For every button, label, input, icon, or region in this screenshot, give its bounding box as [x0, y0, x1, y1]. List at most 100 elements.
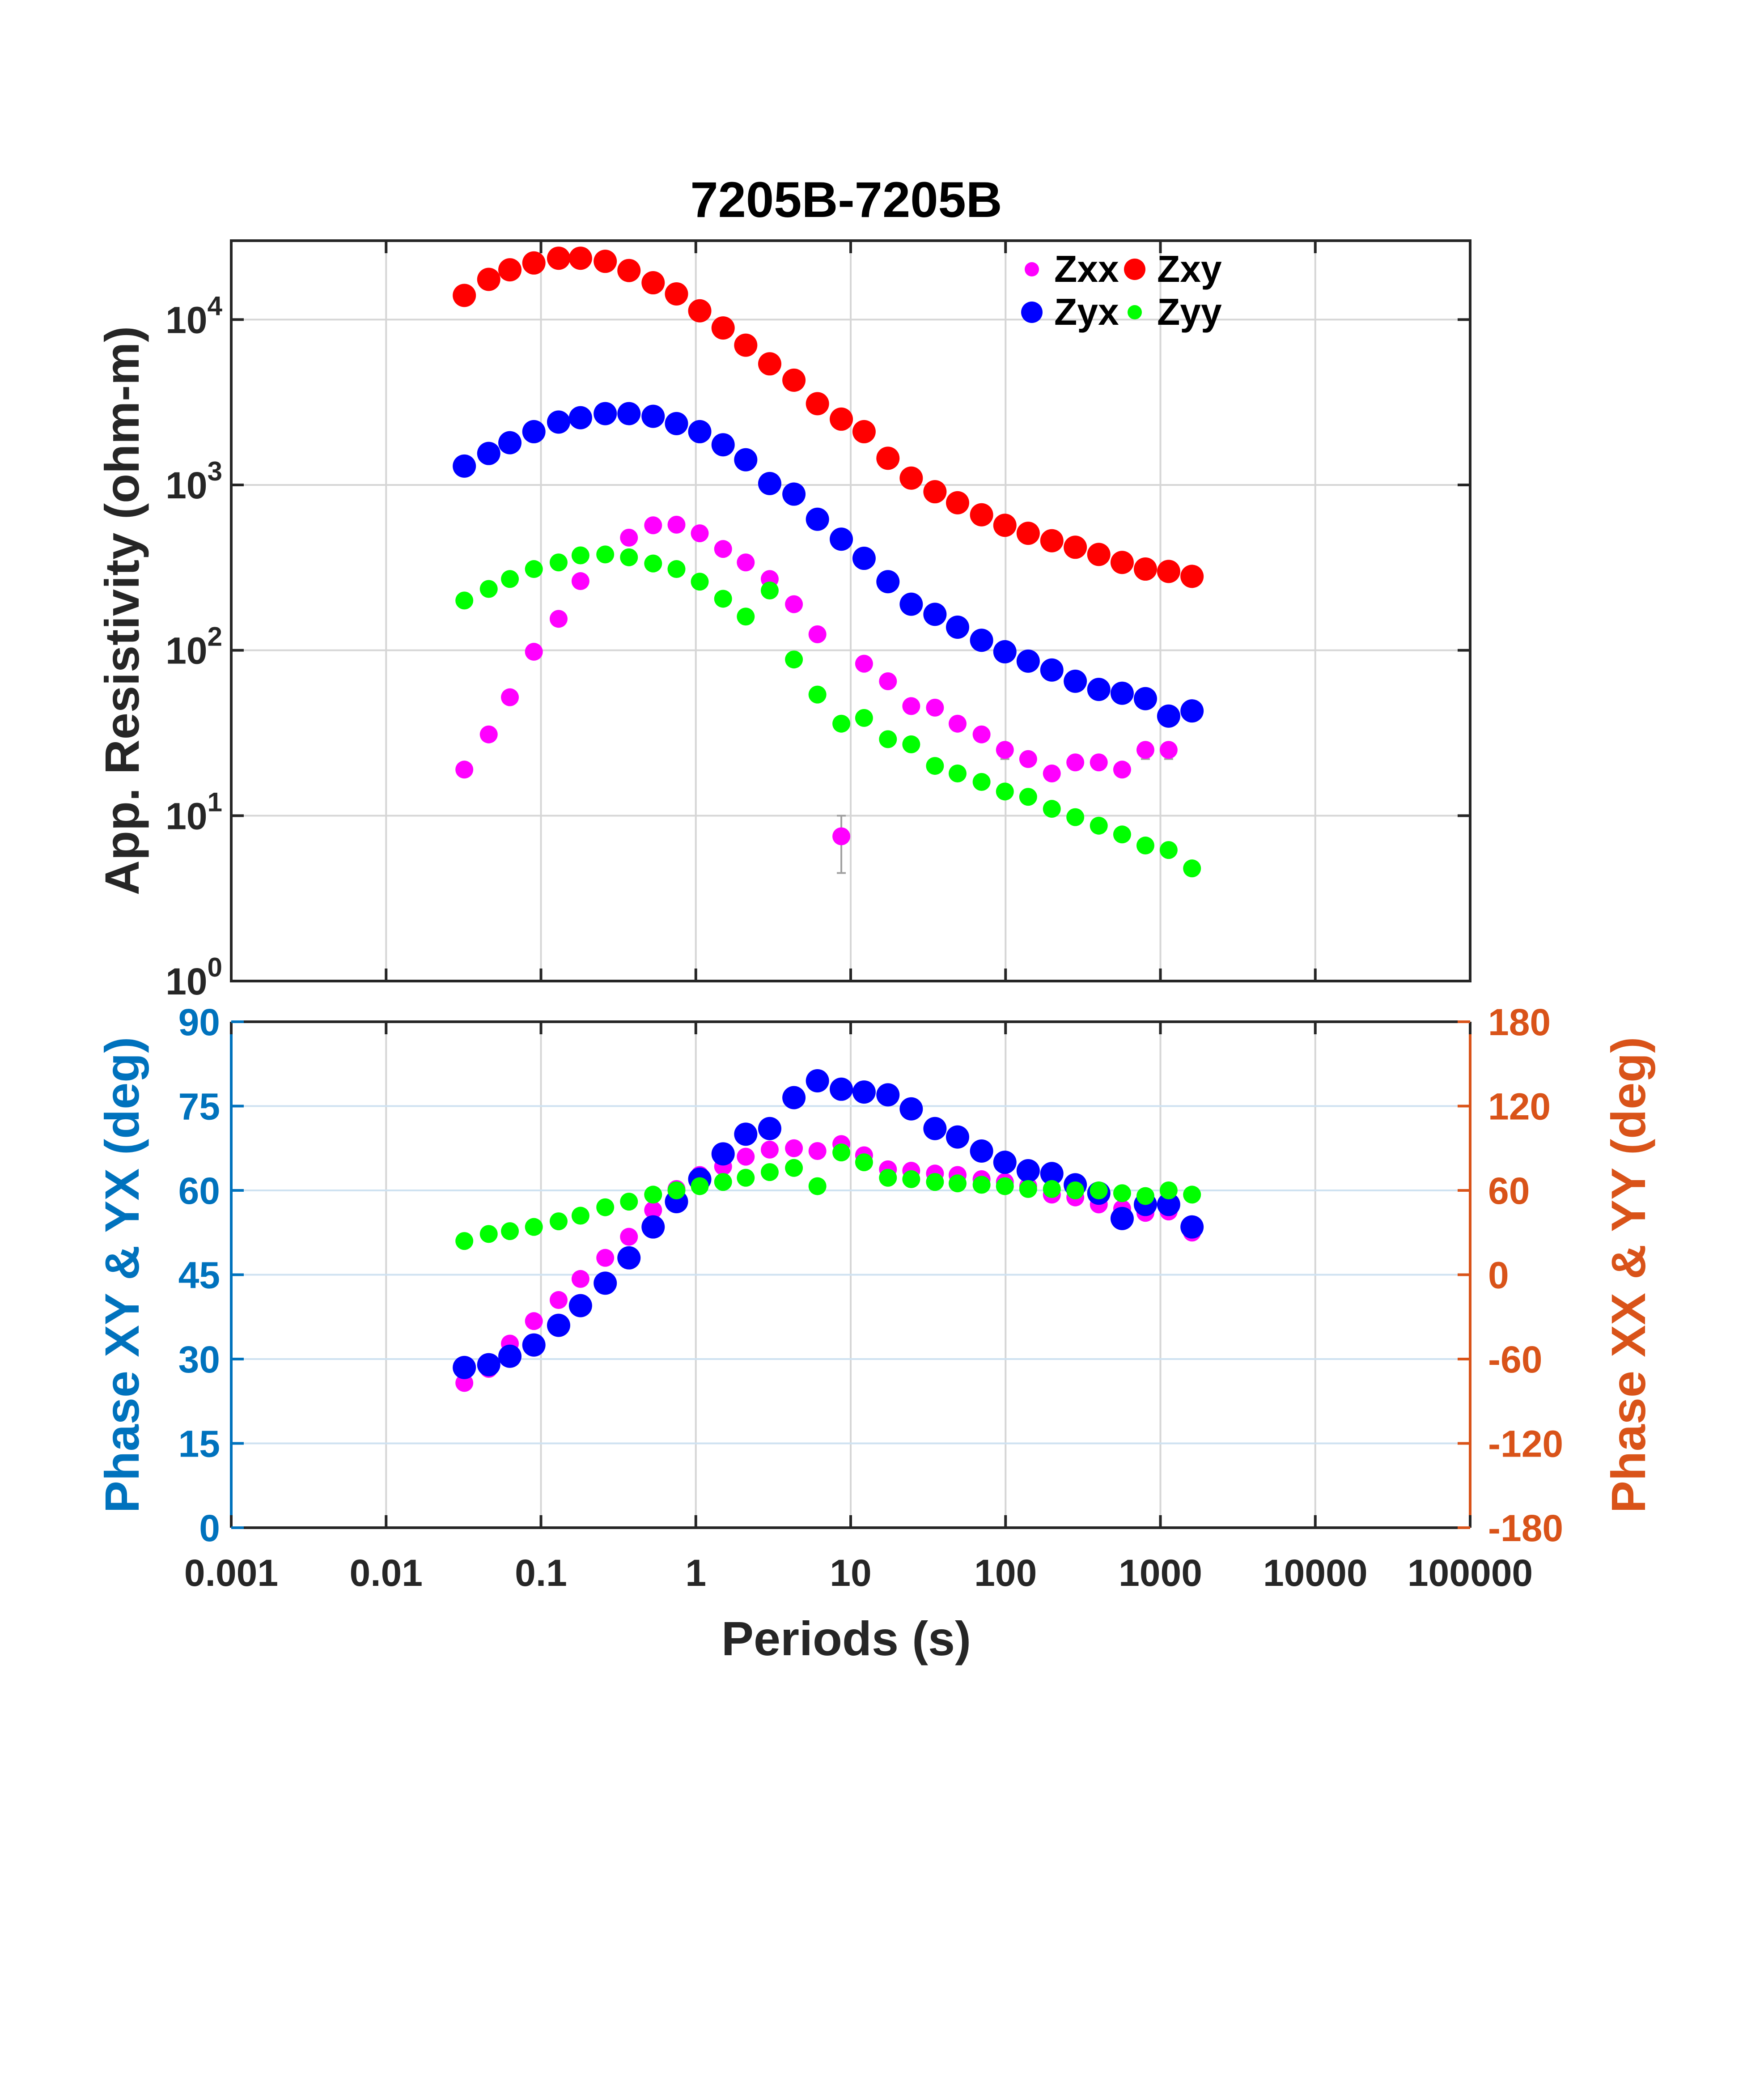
phase-point-zyy — [1136, 1187, 1154, 1205]
point-zyy — [1090, 816, 1108, 835]
left-tick-label: 60 — [178, 1170, 220, 1212]
point-zxy — [1133, 557, 1157, 581]
point-zxy — [522, 251, 546, 275]
point-zyx — [594, 402, 617, 425]
phase-right-tick-labels: -180 -120 -60 0 60 120 180 — [1488, 1001, 1563, 1549]
phase-point-zyy — [808, 1177, 827, 1195]
resistivity-grid — [230, 241, 1471, 981]
phase-point-zyx — [453, 1355, 476, 1379]
point-zyy — [571, 546, 589, 565]
phase-point-zyx — [617, 1246, 641, 1270]
phase-point-zyx — [498, 1344, 522, 1368]
point-zyx — [617, 402, 641, 425]
left-tick-label: 15 — [178, 1423, 220, 1465]
point-zxx — [808, 625, 827, 643]
right-tick-label: 120 — [1488, 1086, 1551, 1128]
phase-point-zyx — [993, 1151, 1017, 1174]
phase-point-zyy — [501, 1222, 519, 1241]
y-tick-label: 104 — [165, 291, 222, 341]
phase-points — [453, 1069, 1204, 1392]
point-zxx — [620, 528, 638, 547]
x-tick-label: 10000 — [1263, 1552, 1368, 1594]
left-tick-label: 90 — [178, 1001, 220, 1043]
phase-point-zyx — [830, 1077, 853, 1101]
x-tick-label: 10 — [830, 1552, 871, 1594]
x-tick-label: 100 — [974, 1552, 1037, 1594]
point-zxx — [455, 760, 474, 779]
phase-point-zyx — [522, 1333, 546, 1357]
point-zxy — [1110, 551, 1134, 574]
point-zyy — [691, 573, 709, 591]
resistivity-points — [453, 246, 1204, 878]
legend: Zxx Zxy Zyx Zyy — [1021, 248, 1222, 333]
point-zxy — [477, 268, 500, 291]
point-zxx — [832, 827, 851, 845]
point-zxx — [1159, 741, 1178, 759]
point-zxy — [782, 368, 806, 392]
left-tick-label: 45 — [178, 1254, 220, 1296]
phase-point-zyx — [852, 1080, 876, 1104]
phase-point-zyy — [902, 1170, 920, 1188]
phase-point-zyy — [996, 1177, 1014, 1195]
x-tick-label: 0.1 — [515, 1552, 567, 1594]
phase-point-zyy — [926, 1173, 944, 1191]
point-zxy — [946, 491, 969, 514]
phase-point-zyx — [1110, 1207, 1134, 1230]
point-zxy — [1087, 543, 1111, 566]
phase-point-zyx — [923, 1117, 947, 1140]
x-tick-label: 1000 — [1119, 1552, 1202, 1594]
point-zyy — [737, 608, 755, 626]
point-zxx — [879, 672, 897, 690]
point-zyx — [641, 404, 665, 428]
point-zxy — [993, 514, 1017, 537]
point-zxx — [1113, 760, 1131, 779]
phase-panel: 0.001 0.01 0.1 1 10 100 1000 10000 100000 0 15 30 4… — [95, 1001, 1655, 1665]
point-zxx — [1066, 753, 1085, 772]
phase-point-zyy — [948, 1174, 967, 1193]
left-tick-label: 30 — [178, 1338, 220, 1381]
point-zyy — [644, 554, 662, 573]
point-zxy — [1016, 522, 1040, 545]
point-zxy — [758, 352, 781, 376]
point-zxy — [1157, 560, 1180, 583]
legend-label-zxx: Zxx — [1054, 248, 1119, 290]
point-zyx — [782, 482, 806, 506]
point-zxy — [734, 333, 758, 357]
point-zyx — [1180, 699, 1204, 723]
point-zyy — [596, 545, 615, 564]
point-zyy — [479, 580, 498, 598]
phase-point-zyx — [547, 1313, 570, 1337]
left-tick-label: 0 — [199, 1507, 220, 1549]
phase-point-zyx — [1016, 1159, 1040, 1183]
point-zyy — [760, 581, 779, 599]
point-zxx — [571, 572, 589, 591]
point-zyx — [923, 603, 947, 626]
point-zyy — [902, 735, 920, 753]
point-zxy — [568, 246, 592, 270]
legend-label-zyy: Zyy — [1157, 291, 1222, 333]
point-zyx — [568, 406, 592, 429]
x-tick-label: 100000 — [1408, 1552, 1533, 1594]
phase-point-zxx — [571, 1270, 589, 1288]
point-zxy — [1180, 565, 1204, 588]
phase-point-zyx — [970, 1139, 993, 1163]
point-zxx — [996, 741, 1014, 759]
point-zyx — [547, 410, 570, 434]
phase-point-zyy — [596, 1198, 615, 1216]
point-zyy — [1066, 808, 1085, 826]
point-zyx — [1133, 687, 1157, 710]
phase-point-zyy — [760, 1163, 779, 1181]
x-tick-label: 1 — [685, 1552, 706, 1594]
right-tick-label: 180 — [1488, 1001, 1551, 1043]
phase-right-y-label: Phase XX & YY (deg) — [1601, 1037, 1655, 1513]
phase-point-zxx — [644, 1201, 662, 1219]
point-zyy — [972, 773, 991, 791]
point-zxy — [617, 259, 641, 282]
phase-point-zyy — [667, 1181, 686, 1199]
point-zyy — [808, 685, 827, 704]
resistivity-y-tick-labels: 100 101 102 103 104 — [165, 291, 222, 1003]
point-zxy — [899, 466, 923, 490]
point-zxy — [1040, 529, 1064, 552]
point-zxy — [498, 258, 522, 282]
